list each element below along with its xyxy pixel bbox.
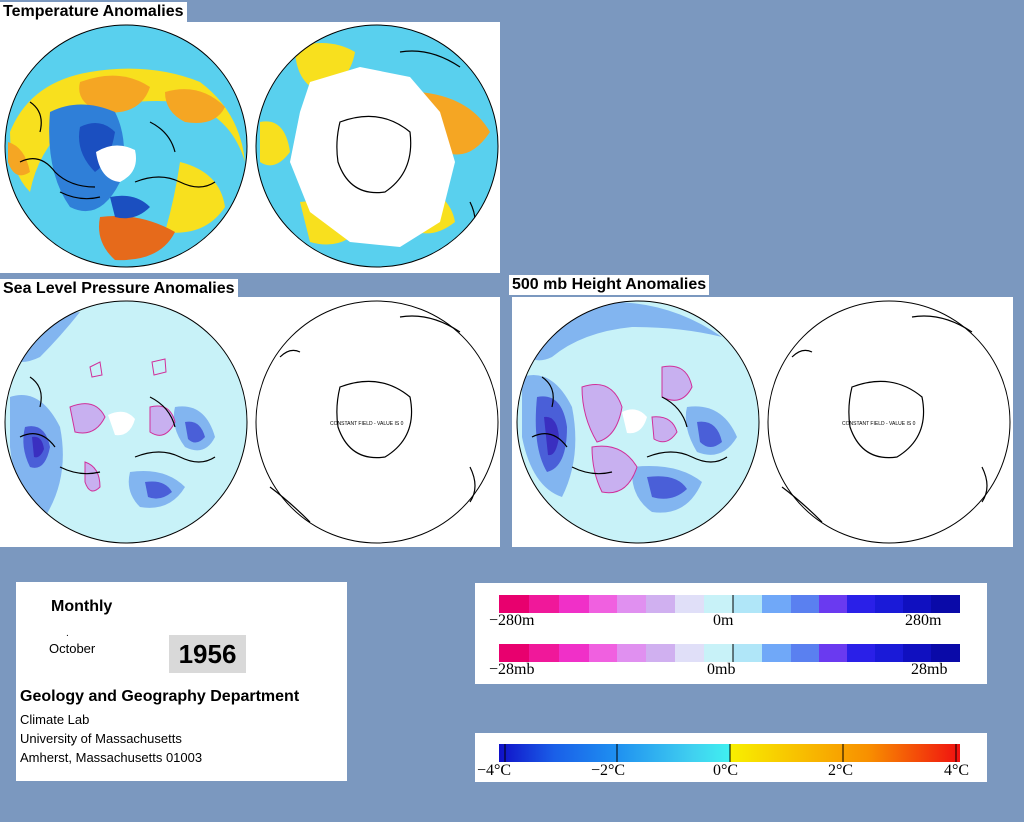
temperature-tick: 4°C [944,762,970,779]
slp-constant-label: CONSTANT FIELD - VALUE IS 0 [330,421,404,427]
slp-title: Sea Level Pressure Anomalies [0,279,238,299]
pressure-tick-min: −28mb [489,661,535,678]
address-line: Amherst, Massachusetts 01003 [20,750,203,765]
temperature-tick: 2°C [828,762,854,779]
temperature-panel [0,22,500,273]
slp-map-south: CONSTANT FIELD - VALUE IS 0 [255,300,499,544]
height-tick-min: −280m [489,612,535,629]
slp-panel: CONSTANT FIELD - VALUE IS 0 [0,297,500,547]
department-name: Geology and Geography Department [20,688,300,705]
height-map-north [517,301,759,543]
info-box: Monthly . October 1956 Geology and Geogr… [16,582,347,781]
temperature-tick: 0°C [713,762,739,779]
address-line: Climate Lab [20,712,90,727]
pressure-colorbar [499,644,960,662]
period-label: Monthly [51,598,113,615]
temperature-tick: −2°C [591,762,626,779]
height-constant-label: CONSTANT FIELD - VALUE IS 0 [842,421,916,427]
temperature-tick: −4°C [477,762,512,779]
temperature-map-south [256,25,498,267]
height-tick-max: 280m [905,612,942,629]
slp-map-north [5,301,247,543]
year-display: 1956 [169,635,246,673]
temperature-legend: −4°C −2°C 0°C 2°C 4°C [475,733,987,782]
height-map-south: CONSTANT FIELD - VALUE IS 0 [767,300,1011,544]
pressure-tick-mid: 0mb [707,661,736,678]
temperature-colorbar [499,744,960,762]
temperature-title: Temperature Anomalies [0,2,187,22]
height-panel: CONSTANT FIELD - VALUE IS 0 [512,297,1013,547]
pressure-tick-max: 28mb [911,661,948,678]
month-label: October [49,641,96,656]
height-pressure-legend: −280m 0m 280m −28mb 0mb 28mb [475,583,987,684]
temperature-map-north [5,25,247,267]
dot-mark: . [66,628,69,639]
height-title: 500 mb Height Anomalies [509,275,710,295]
height-tick-mid: 0m [713,612,734,629]
address-line: University of Massachusetts [20,731,182,746]
height-colorbar [499,595,960,613]
